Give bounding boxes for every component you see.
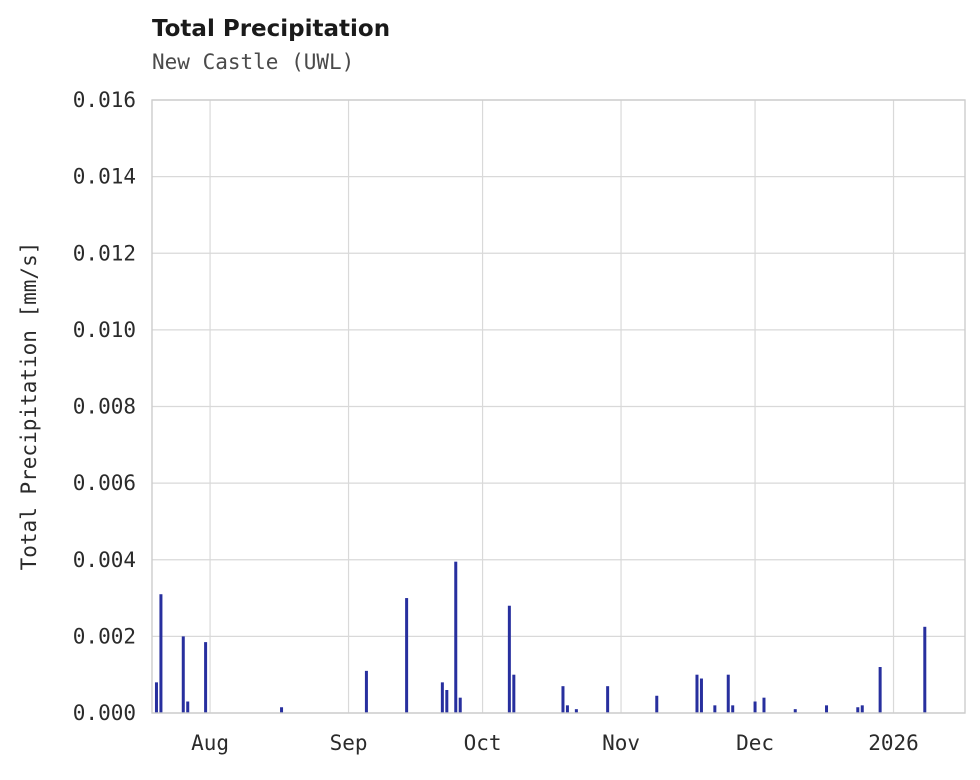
y-tick-label: 0.006 [73,471,136,495]
precipitation-bar [186,701,190,713]
precipitation-bar [512,674,516,713]
precipitation-bar [574,709,578,713]
plot-border [151,99,966,714]
y-tick-label: 0.010 [73,318,136,342]
precipitation-bar [440,682,444,713]
precipitation-bar [280,707,284,713]
y-tick-label: 0.014 [73,165,136,189]
x-tick-label: Dec [736,731,774,755]
precipitation-bar [655,695,659,713]
precipitation-bar [561,686,565,713]
precipitation-bar [565,705,569,713]
x-tick-label: Aug [191,731,229,755]
precipitation-bar [753,701,757,713]
y-tick-label: 0.012 [73,241,136,265]
precipitation-bar [507,605,511,713]
precipitation-bar [726,674,730,713]
y-tick-label: 0.002 [73,624,136,648]
x-tick-label: 2026 [868,731,919,755]
precipitation-bar [731,705,735,713]
precipitation-bar [405,598,409,713]
precipitation-bar [695,674,699,713]
precipitation-bar [713,705,717,713]
precipitation-bar [825,705,829,713]
x-tick-label: Nov [602,731,640,755]
precipitation-bar [699,678,703,713]
precipitation-bar [154,682,158,713]
y-tick-label: 0.004 [73,548,136,572]
precipitation-bar [923,626,927,713]
precipitation-bar [458,697,462,713]
precipitation-bar [159,594,163,713]
precipitation-bar [454,561,458,713]
chart-subtitle: New Castle (UWL) [152,50,355,74]
precipitation-bar [364,670,368,713]
chart-title: Total Precipitation [152,16,391,42]
y-tick-label: 0.008 [73,395,136,419]
x-tick-label: Sep [330,731,368,755]
precipitation-bar [181,636,185,714]
precipitation-bar [878,667,882,713]
y-tick-label: 0.000 [73,701,136,725]
x-tick-label: Oct [464,731,502,755]
precipitation-bar [860,705,864,713]
precipitation-bar [445,690,449,713]
precipitation-bar [762,697,766,713]
precipitation-bar [856,707,860,713]
precipitation-bar [606,686,610,713]
precipitation-bar [793,709,797,713]
y-tick-label: 0.016 [73,88,136,112]
precipitation-bar [204,642,208,713]
